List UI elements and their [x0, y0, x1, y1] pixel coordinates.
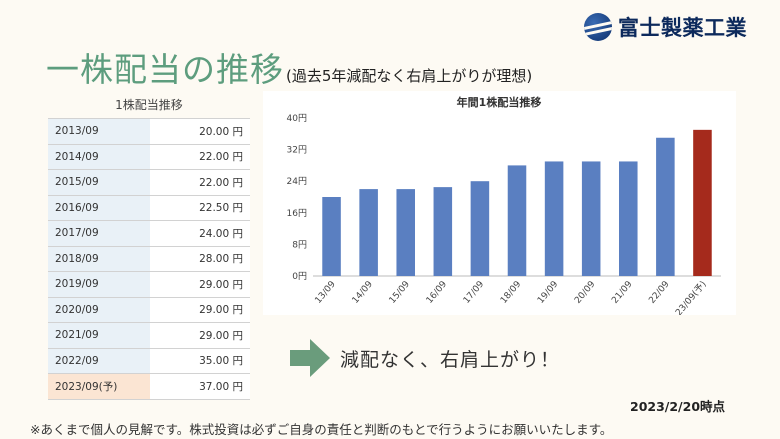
page-title-sub: (過去5年減配なく右肩上がりが理想) — [286, 67, 533, 85]
table-cell-year: 2018/09 — [48, 245, 150, 272]
dividend-table-title: 1株配当推移 — [115, 98, 183, 112]
bar — [322, 197, 341, 276]
callout-text: 減配なく、右肩上がり！ — [340, 348, 561, 371]
table-cell-year: 2014/09 — [48, 143, 150, 170]
x-tick-label: 20/09 — [573, 279, 598, 306]
page-title-main: 一株配当の推移 — [46, 50, 284, 89]
table-cell-year: 2019/09 — [48, 271, 150, 298]
page-title: 一株配当の推移 (過去5年減配なく右肩上がりが理想) — [46, 43, 532, 91]
bar — [470, 181, 490, 276]
table-row: 2015/09 22.00 円 — [48, 169, 250, 196]
dividend-table: 1株配当推移 2013/09 20.00 円 2014/09 22.00 円 2015/… — [48, 92, 250, 400]
x-tick-label: 22/09 — [647, 279, 672, 306]
y-tick-label: 16円 — [287, 208, 307, 219]
x-tick-label: 13/09 — [314, 279, 339, 306]
table-row: 2022/09 35.00 円 — [48, 347, 250, 374]
bar — [359, 189, 378, 276]
bar — [693, 129, 712, 276]
chart-panel: 年間1株配当推移 0円 8円 16円 24円 32円 40円 13/09 14/09 15/0… — [263, 91, 736, 318]
y-tick-label: 8円 — [292, 239, 307, 250]
table-row: 2014/09 22.00 円 — [48, 143, 250, 170]
table-cell-value: 22.00 円 — [150, 143, 250, 170]
dividend-bar-chart: 年間1株配当推移 0円 8円 16円 24円 32円 40円 13/09 14/09 15/0… — [287, 95, 721, 318]
dividend-table-grid: 2013/09 20.00 円 2014/09 22.00 円 2015/09 22.00… — [48, 118, 250, 400]
table-row: 2016/09 22.50 円 — [48, 194, 250, 221]
bar — [656, 137, 675, 276]
table-cell-value: 37.00 円 — [150, 373, 250, 400]
footnote: ※あくまで個人の見解です。株式投資は必ずご自身の責任と判断のもとで行うようにお願… — [30, 422, 613, 437]
table-cell-value: 24.00 円 — [150, 220, 250, 247]
table-row: 2013/09 20.00 円 — [48, 118, 250, 145]
table-row: 2019/09 29.00 円 — [48, 271, 250, 298]
brand-logo: 富士製薬工業 — [584, 12, 747, 42]
x-tick-label: 23/09(予) — [673, 279, 708, 315]
table-cell-value: 22.50 円 — [150, 194, 250, 221]
callout: 減配なく、右肩上がり！ — [290, 339, 560, 377]
x-tick-label: 15/09 — [388, 279, 413, 306]
bar — [433, 187, 453, 276]
x-tick-label: 14/09 — [351, 279, 376, 306]
x-tick-label: 17/09 — [462, 279, 487, 306]
bar — [396, 189, 415, 276]
x-tick-label: 21/09 — [610, 279, 635, 306]
as-of-date: 2023/2/20時点 — [630, 399, 726, 414]
table-cell-value: 28.00 円 — [150, 245, 250, 272]
table-row: 2023/09(予) 37.00 円 — [48, 373, 250, 400]
fuji-globe-logo-icon — [584, 13, 612, 41]
x-tick-label: 19/09 — [536, 279, 561, 306]
brand-name: 富士製薬工業 — [618, 16, 747, 40]
table-cell-year: 2015/09 — [48, 169, 150, 196]
table-cell-year: 2020/09 — [48, 296, 150, 323]
table-row: 2020/09 29.00 円 — [48, 296, 250, 323]
table-row: 2017/09 24.00 円 — [48, 220, 250, 247]
table-row: 2018/09 28.00 円 — [48, 245, 250, 272]
table-cell-value: 29.00 円 — [150, 296, 250, 323]
table-cell-year: 2017/09 — [48, 220, 150, 247]
table-cell-value: 22.00 円 — [150, 169, 250, 196]
y-tick-label: 24円 — [287, 176, 307, 187]
table-cell-year: 2021/09 — [48, 322, 150, 349]
bar — [507, 165, 527, 276]
table-cell-year: 2016/09 — [48, 194, 150, 221]
table-cell-year: 2013/09 — [48, 118, 150, 145]
table-cell-year: 2022/09 — [48, 347, 150, 374]
table-cell-value: 35.00 円 — [150, 347, 250, 374]
bar — [544, 161, 564, 276]
y-tick-label: 32円 — [287, 145, 307, 156]
table-cell-value: 20.00 円 — [150, 118, 250, 145]
x-tick-label: 16/09 — [425, 279, 450, 306]
bar — [581, 161, 601, 276]
table-cell-value: 29.00 円 — [150, 322, 250, 349]
bar — [619, 161, 638, 276]
right-arrow-icon — [290, 339, 330, 377]
y-tick-label: 40円 — [287, 113, 307, 124]
table-cell-value: 29.00 円 — [150, 271, 250, 298]
y-tick-label: 0円 — [292, 271, 307, 282]
x-tick-label: 18/09 — [499, 279, 524, 306]
table-row: 2021/09 29.00 円 — [48, 322, 250, 349]
chart-title: 年間1株配当推移 — [457, 95, 542, 109]
table-cell-year: 2023/09(予) — [48, 373, 150, 400]
